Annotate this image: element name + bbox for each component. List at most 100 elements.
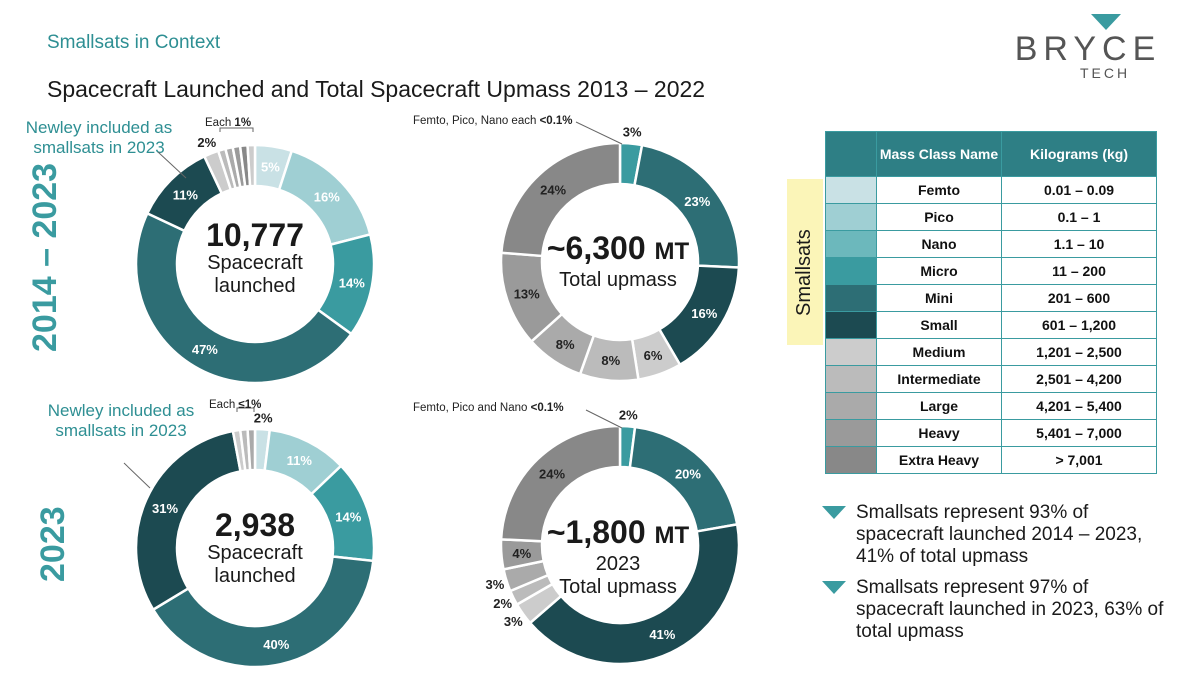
- page-title: Spacecraft Launched and Total Spacecraft…: [47, 76, 706, 102]
- bullet-triangle-icon: [822, 506, 846, 519]
- center-value: ~1,800: [546, 514, 646, 550]
- bullet-triangle-icon: [822, 581, 846, 594]
- center-sub1: Spacecraft: [207, 252, 303, 274]
- donut-slice-label: 47%: [192, 342, 218, 357]
- femto-label-2: Femto, Pico and Nano <0.1%: [413, 402, 564, 414]
- color-swatch: [825, 446, 877, 474]
- mass-class-kg: 201 – 600: [1001, 284, 1157, 312]
- donut-slice-label: 2%: [254, 410, 273, 425]
- leader-line: [157, 151, 187, 179]
- donut-slice-label: 2%: [619, 407, 638, 422]
- donut-slice-small: [134, 429, 242, 612]
- center-sub1: Total upmass: [559, 269, 677, 291]
- table-header-kg: Kilograms (kg): [1001, 131, 1157, 177]
- donut-slice-label: 14%: [335, 509, 361, 524]
- leader-line: [585, 409, 623, 429]
- mass-class-name: Intermediate: [876, 365, 1002, 393]
- center-label-3: ~6,300 MT Total upmass: [538, 231, 698, 292]
- donut-slice-label: 14%: [339, 275, 365, 290]
- mass-class-kg: 2,501 – 4,200: [1001, 365, 1157, 393]
- section-title: Smallsats in Context: [47, 32, 221, 53]
- center-sub1: 2023: [595, 553, 641, 575]
- bullet-text: Smallsats represent 93% of spacecraft la…: [856, 502, 1143, 567]
- mass-class-name: Small: [876, 311, 1002, 339]
- donut-chart-spacecraft-2014-2023: 5% 16% 14% 47% 11% 2%: [134, 135, 376, 385]
- donut-slice-label: 31%: [152, 501, 178, 516]
- center-label-4: ~1,800 MT 2023 Total upmass: [538, 515, 698, 599]
- center-sub2: Total upmass: [559, 576, 677, 598]
- donut-slice-label: 3%: [623, 125, 642, 140]
- logo-bryce-text: BRYCE: [1015, 30, 1162, 68]
- leader-line: [575, 121, 623, 145]
- logo-tech-text: TECH: [1080, 65, 1130, 81]
- mass-class-kg: > 7,001: [1001, 446, 1157, 474]
- color-swatch: [825, 419, 877, 447]
- donut-slice-label: 13%: [514, 287, 540, 302]
- bullet-text: Smallsats represent 97% of spacecraft la…: [856, 577, 1164, 642]
- donut-slice-label: 41%: [649, 627, 675, 642]
- center-value: 10,777: [206, 217, 304, 253]
- color-swatch: [825, 176, 877, 204]
- mass-class-table: Mass Class Name Kilograms (kg) Femto 0.01…: [825, 131, 1157, 474]
- brycetech-logo: BRYCE TECH: [1015, 14, 1162, 81]
- mass-class-kg: 4,201 – 5,400: [1001, 392, 1157, 420]
- leader-lines: [123, 121, 623, 489]
- table-row: Intermediate 2,501 – 4,200: [825, 365, 1157, 393]
- mass-class-kg: 0.01 – 0.09: [1001, 176, 1157, 204]
- donut-slice-label: 8%: [601, 353, 620, 368]
- center-unit: MT: [654, 522, 690, 549]
- donut-slice-small: [528, 522, 741, 666]
- each-label-2: Each ≤1%: [209, 399, 261, 411]
- donut-slice-label: 24%: [539, 467, 565, 482]
- bullet-1: Smallsats represent 93% of spacecraft la…: [822, 502, 1180, 568]
- table-row: Heavy 5,401 – 7,000: [825, 419, 1157, 447]
- center-unit: MT: [654, 238, 690, 265]
- donut-slice-label: 8%: [556, 337, 575, 352]
- donut-slice-label: 16%: [691, 306, 717, 321]
- donut-slice-label: 5%: [261, 160, 280, 175]
- mass-class-kg: 1,201 – 2,500: [1001, 338, 1157, 366]
- smallsats-group-label: Smallsats: [793, 229, 815, 316]
- donut-slice-label: 11%: [173, 187, 199, 202]
- color-swatch: [825, 203, 877, 231]
- mass-class-name: Heavy: [876, 419, 1002, 447]
- donut-slice-label: 2%: [197, 135, 216, 150]
- logo-chevron-icon: [1091, 14, 1121, 30]
- bracket: [219, 127, 254, 132]
- table-header-swatch: [825, 131, 877, 177]
- donut-slice-label: 23%: [684, 194, 710, 209]
- table-header-row: Mass Class Name Kilograms (kg): [825, 131, 1157, 177]
- note-newly-included-2: Newley included as smallsats in 2023: [47, 401, 195, 440]
- bullet-2: Smallsats represent 97% of spacecraft la…: [822, 577, 1180, 643]
- donut-slice-label: 11%: [287, 453, 313, 468]
- table-row: Femto 0.01 – 0.09: [825, 176, 1157, 204]
- table-row: Pico 0.1 – 1: [825, 203, 1157, 231]
- mass-class-kg: 5,401 – 7,000: [1001, 419, 1157, 447]
- mass-class-kg: 1.1 – 10: [1001, 230, 1157, 258]
- femto-label-1: Femto, Pico, Nano each <0.1%: [413, 115, 573, 127]
- donut-slice-label: 24%: [540, 183, 566, 198]
- center-sub2: launched: [214, 275, 296, 297]
- mass-class-name: Micro: [876, 257, 1002, 285]
- donut-slice-mini: [151, 555, 375, 669]
- mass-class-name: Large: [876, 392, 1002, 420]
- mass-class-name: Femto: [876, 176, 1002, 204]
- donut-slice-large: [246, 427, 257, 472]
- center-value: ~6,300: [546, 230, 646, 266]
- color-swatch: [825, 257, 877, 285]
- center-sub2: launched: [214, 565, 296, 587]
- note-newly-included-1: Newley included as smallsats in 2023: [25, 118, 173, 157]
- table-row: Mini 201 – 600: [825, 284, 1157, 312]
- mass-class-name: Pico: [876, 203, 1002, 231]
- mass-class-kg: 601 – 1,200: [1001, 311, 1157, 339]
- color-swatch: [825, 338, 877, 366]
- table-row: Large 4,201 – 5,400: [825, 392, 1157, 420]
- donut-slice-label: 16%: [314, 190, 340, 205]
- mass-class-name: Extra Heavy: [876, 446, 1002, 474]
- center-label-2: 2,938 Spacecraft launched: [190, 508, 320, 588]
- table-row: Small 601 – 1,200: [825, 311, 1157, 339]
- donut-chart-upmass-2023: 2% 20% 41% 3% 2% 3% 4% 24%: [486, 407, 741, 666]
- color-swatch: [825, 365, 877, 393]
- donut-slice-label: 20%: [675, 467, 701, 482]
